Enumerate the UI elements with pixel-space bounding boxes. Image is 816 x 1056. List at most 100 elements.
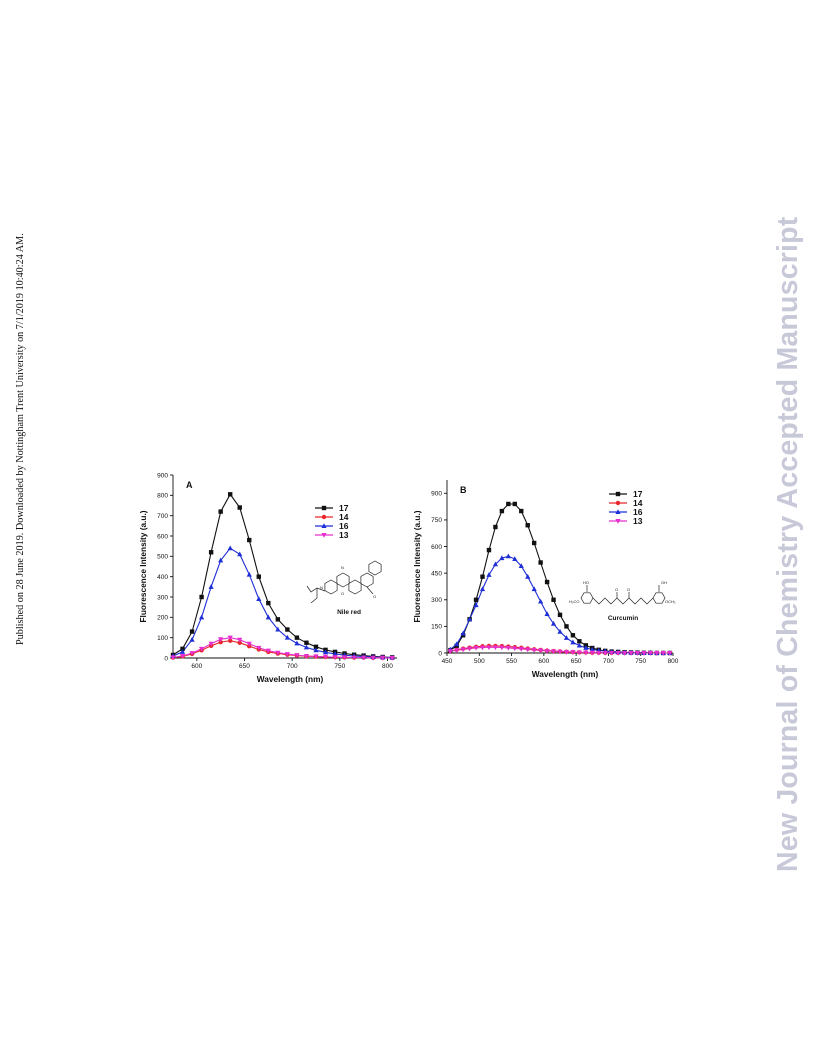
side-note-text: Published on 28 June 2019. Downloaded by… bbox=[15, 233, 26, 645]
data-point-13 bbox=[447, 649, 453, 655]
y-axis-title: Fluorescence Intensity (a.u.) bbox=[412, 510, 422, 622]
data-point-16 bbox=[198, 614, 205, 620]
data-point-13 bbox=[641, 651, 647, 656]
ethyl-group bbox=[310, 588, 318, 604]
legend-marker-13 bbox=[321, 533, 327, 538]
data-point-13 bbox=[322, 654, 329, 660]
data-point-17 bbox=[531, 540, 537, 546]
data-point-13 bbox=[615, 651, 621, 656]
x-tick-label: 650 bbox=[239, 663, 250, 670]
data-point-13 bbox=[479, 645, 486, 651]
data-point-17 bbox=[208, 550, 214, 555]
publication-side-note: Published on 28 June 2019. Downloaded by… bbox=[15, 215, 29, 645]
data-point-13 bbox=[237, 637, 243, 643]
data-point-17 bbox=[247, 537, 252, 543]
data-point-16 bbox=[303, 644, 310, 650]
legend-label: 16 bbox=[339, 521, 349, 531]
data-point-16 bbox=[313, 647, 319, 653]
data-point-13 bbox=[499, 645, 505, 651]
x-tick-label: 750 bbox=[635, 658, 646, 665]
data-point-13 bbox=[621, 651, 628, 656]
data-point-13 bbox=[576, 650, 582, 656]
data-point-16 bbox=[486, 572, 492, 577]
x-tick-label: 650 bbox=[571, 658, 582, 665]
data-point-16 bbox=[227, 545, 233, 551]
series-group bbox=[170, 492, 395, 661]
x-tick-label: 600 bbox=[538, 658, 549, 665]
data-point-16 bbox=[570, 639, 576, 645]
data-point-13 bbox=[628, 651, 634, 656]
data-point-17 bbox=[538, 560, 543, 565]
legend bbox=[609, 491, 627, 524]
data-point-13 bbox=[609, 650, 615, 656]
fluorescence-figure: 600 650 700 750 800 0 100 200 300 400 500 600 700 800… bbox=[135, 470, 681, 692]
legend-marker-16 bbox=[615, 509, 621, 514]
data-point-16 bbox=[208, 584, 214, 589]
data-point-16 bbox=[189, 636, 195, 642]
data-point-17 bbox=[499, 508, 505, 514]
data-point-16 bbox=[322, 649, 329, 655]
data-point-13 bbox=[454, 648, 460, 654]
data-point-13 bbox=[667, 651, 673, 656]
series-group bbox=[447, 501, 673, 656]
data-point-14 bbox=[237, 640, 242, 645]
data-point-13 bbox=[208, 641, 214, 647]
legend-label: 13 bbox=[633, 516, 643, 526]
data-point-16 bbox=[550, 620, 557, 626]
data-point-16 bbox=[576, 642, 582, 648]
y-axis-title: Fluorescence Intensity (a.u.) bbox=[138, 510, 148, 622]
legend-label: 17 bbox=[339, 503, 349, 513]
data-point-13 bbox=[303, 653, 310, 659]
legend-label: 14 bbox=[339, 512, 349, 522]
data-point-13 bbox=[654, 651, 660, 656]
data-point-13 bbox=[370, 655, 376, 661]
data-point-16 bbox=[557, 628, 563, 634]
data-point-17 bbox=[218, 509, 223, 514]
plot-area bbox=[173, 475, 397, 658]
data-point-14 bbox=[227, 638, 233, 643]
data-point-13 bbox=[284, 652, 290, 657]
data-point-13 bbox=[596, 650, 602, 656]
data-point-13 bbox=[492, 645, 499, 651]
data-point-17 bbox=[544, 579, 550, 585]
y-tick-label: 0 bbox=[164, 655, 168, 662]
atom-label: N bbox=[320, 585, 323, 590]
data-point-13 bbox=[518, 646, 524, 652]
journal-watermark: New Journal of Chemistry Accepted Manusc… bbox=[772, 180, 804, 875]
atom-label: OH bbox=[661, 580, 667, 585]
y-tick-label: 100 bbox=[157, 635, 168, 642]
legend-marker-14 bbox=[615, 500, 621, 506]
y-tick-label: 800 bbox=[157, 493, 168, 500]
data-point-16 bbox=[218, 557, 224, 563]
ring bbox=[580, 592, 594, 604]
watermark-text: New Journal of Chemistry Accepted Manusc… bbox=[772, 216, 804, 872]
data-point-13 bbox=[473, 645, 479, 651]
x-tick-label: 450 bbox=[442, 658, 453, 665]
data-point-13 bbox=[218, 637, 224, 643]
data-point-13 bbox=[361, 655, 367, 661]
data-point-13 bbox=[589, 650, 595, 656]
data-point-16 bbox=[460, 630, 466, 636]
legend-marker-13 bbox=[615, 519, 621, 524]
y-tick-label: 700 bbox=[157, 513, 168, 520]
ethyl-group bbox=[306, 585, 326, 593]
data-point-13 bbox=[544, 649, 550, 654]
x-axis-title: Wavelength (nm) bbox=[257, 674, 324, 684]
y-tick-label: 900 bbox=[157, 472, 168, 479]
data-point-13 bbox=[227, 635, 233, 641]
data-point-16 bbox=[332, 651, 338, 656]
data-point-13 bbox=[557, 649, 563, 655]
data-point-13 bbox=[525, 647, 531, 653]
data-point-17 bbox=[304, 640, 309, 645]
data-point-16 bbox=[275, 626, 281, 632]
x-tick-label: 750 bbox=[334, 663, 345, 670]
curcumin-structure bbox=[580, 585, 666, 605]
y-tick-label: 750 bbox=[431, 517, 442, 524]
data-point-16 bbox=[454, 641, 460, 647]
data-point-16 bbox=[538, 598, 544, 604]
atom-label: H₃CO bbox=[569, 599, 580, 604]
data-point-13 bbox=[550, 649, 557, 655]
atom-label: OCH₃ bbox=[665, 599, 676, 604]
nile-red-structure bbox=[306, 560, 382, 604]
data-point-13 bbox=[170, 655, 176, 661]
